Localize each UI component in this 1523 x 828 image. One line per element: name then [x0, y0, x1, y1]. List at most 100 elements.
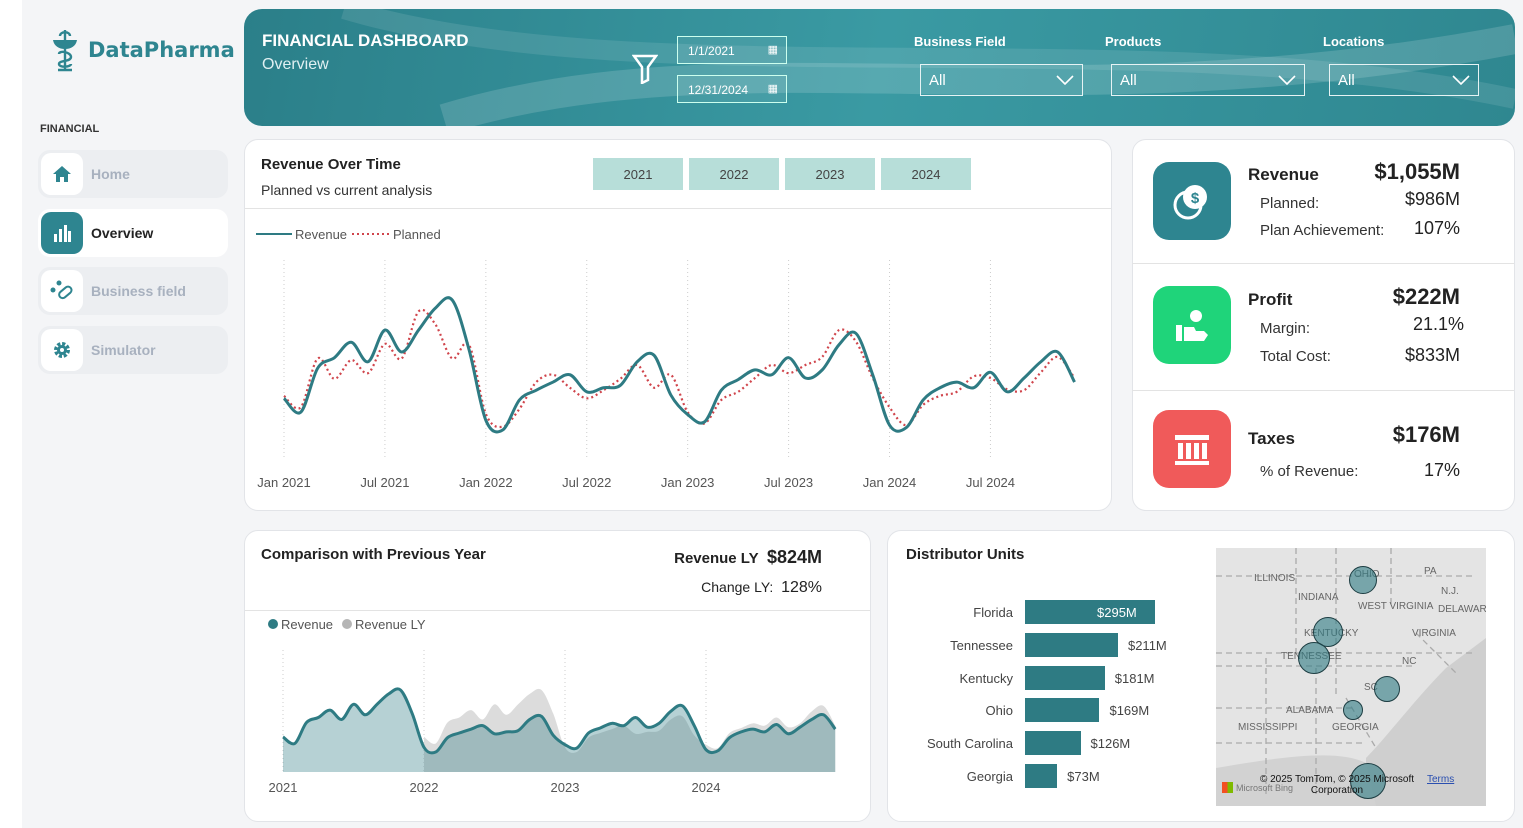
legend-revenue-dot [268, 619, 278, 629]
divider [245, 208, 1111, 209]
locations-dropdown[interactable]: All [1329, 64, 1479, 96]
sidebar-item-business-field[interactable]: Business field [38, 267, 228, 315]
kpi-row-label: Margin: [1260, 320, 1311, 337]
card-subtitle: Planned vs current analysis [261, 182, 433, 198]
legend-revenue-label: Revenue [295, 227, 347, 242]
map-bubble[interactable] [1349, 566, 1377, 594]
kpi-row-label: Planned: [1260, 195, 1320, 212]
change-ly: Change LY: 128% [701, 579, 822, 597]
calendar-icon[interactable]: ▦ [767, 83, 778, 95]
sidebar-item-label: Overview [91, 225, 154, 241]
card-title: Distributor Units [906, 546, 1025, 563]
map-label: GEORGIA [1332, 722, 1379, 733]
kpi-label: Profit [1248, 290, 1293, 309]
change-ly-label: Change LY: [701, 579, 774, 595]
filter-label-business-field: Business Field [914, 34, 1006, 49]
map-label: ILLINOIS [1254, 573, 1296, 584]
bar[interactable] [1025, 764, 1058, 788]
sidebar-item-simulator[interactable]: Simulator [38, 326, 228, 374]
map-label: MISSISSIPPI [1238, 722, 1298, 733]
map-attribution: © 2025 TomTom, © 2025 Microsoft Corporat… [1259, 774, 1415, 796]
bank-icon [1153, 410, 1231, 488]
bar[interactable] [1025, 731, 1081, 756]
end-date-input[interactable]: 12/31/2024 ▦ [677, 75, 787, 103]
kpi-row-value: 107% [1413, 218, 1460, 238]
start-date-input[interactable]: 1/1/2021 ▦ [677, 36, 787, 64]
bar-value-label: $295M [1097, 605, 1137, 620]
brand-name: DataPharma [88, 38, 235, 62]
business-field-dropdown[interactable]: All [920, 64, 1083, 96]
wave-decoration [341, 9, 1515, 126]
x-tick-label: 2022 [410, 780, 439, 795]
hand-coin-icon [1153, 286, 1231, 364]
legend-revenue-ly-label: Revenue LY [355, 617, 426, 632]
x-tick-label: Jan 2022 [459, 475, 512, 490]
x-tick-label: Jul 2021 [360, 475, 409, 490]
series-revenue-line [282, 687, 837, 755]
x-tick-label: 2021 [269, 780, 298, 795]
page-title: FINANCIAL DASHBOARD [262, 31, 469, 50]
terms-link[interactable]: Terms [1427, 774, 1455, 785]
bar-category-label: Kentucky [959, 670, 1013, 686]
bar-category-label: Ohio [985, 703, 1013, 719]
calendar-icon[interactable]: ▦ [767, 44, 778, 56]
legend-revenue-ly-dot [342, 619, 352, 629]
sidebar-item-home[interactable]: Home [38, 150, 228, 198]
bing-logo: Microsoft Bing [1222, 782, 1293, 793]
header-banner: FINANCIAL DASHBOARD Overview 1/1/2021 ▦ 1… [244, 9, 1515, 126]
gear-icon [41, 329, 83, 371]
end-date-value: 12/31/2024 [688, 83, 749, 97]
year-button-2021[interactable]: 2021 [593, 158, 683, 190]
sidebar-item-label: Simulator [91, 342, 156, 358]
comparison-area-chart: 2021 2022 2023 2024 Revenue Revenue LY [268, 617, 837, 795]
dropdown-value: All [929, 71, 946, 89]
bar[interactable] [1025, 600, 1155, 624]
dropdown-value: All [1338, 71, 1355, 89]
kpi-row-value: $986M [1404, 189, 1460, 209]
bar[interactable] [1025, 698, 1100, 723]
sidebar-section-label: FINANCIAL [40, 123, 100, 135]
kpi-row-label: Total Cost: [1260, 348, 1331, 365]
series-revenue-ly-area [424, 688, 836, 772]
map-background [1216, 548, 1486, 806]
bar-value-label: $211M [1127, 637, 1167, 653]
bar-value-label: $181M [1114, 670, 1155, 686]
distributor-map[interactable]: ILLINOISINDIANAOHIOPAN.J.WEST VIRGINIADE… [1216, 548, 1486, 806]
year-button-2023[interactable]: 2023 [785, 158, 875, 190]
map-bubble[interactable] [1343, 700, 1363, 720]
card-title: Comparison with Previous Year [261, 546, 486, 563]
map-bubble[interactable] [1350, 763, 1386, 799]
year-button-2024[interactable]: 2024 [881, 158, 971, 190]
x-tick-label: 2023 [551, 780, 580, 795]
svg-text:$: $ [1191, 190, 1200, 207]
series-revenue-area [283, 688, 836, 772]
map-bubble[interactable] [1298, 642, 1330, 674]
kpi-row-value: 17% [1423, 460, 1460, 480]
sidebar-item-overview[interactable]: Overview [38, 209, 228, 257]
series-planned-line [283, 308, 1076, 429]
x-tick-label: Jan 2021 [257, 475, 311, 490]
map-label: NC [1402, 656, 1417, 667]
logo: DataPharma [50, 28, 235, 72]
map-label: WEST VIRGINIA [1358, 601, 1434, 612]
legend-revenue-label: Revenue [281, 617, 333, 632]
products-dropdown[interactable]: All [1111, 64, 1305, 96]
bar[interactable] [1025, 665, 1105, 690]
kpi-row-label: Plan Achievement: [1260, 222, 1385, 239]
map-label: INDIANA [1298, 592, 1339, 603]
bar-value-label: $73M [1067, 769, 1100, 784]
filter-icon[interactable] [632, 54, 658, 84]
home-icon [41, 153, 83, 195]
revenue-coin-icon: $ [1153, 162, 1231, 240]
pills-icon [41, 270, 83, 312]
bar[interactable] [1025, 632, 1118, 657]
bing-text: Microsoft Bing [1236, 782, 1294, 793]
map-bubble[interactable] [1374, 676, 1400, 702]
chevron-down-icon [1056, 75, 1074, 85]
sidebar-item-label: Business field [91, 283, 186, 299]
divider [245, 610, 870, 611]
filter-label-products: Products [1105, 34, 1162, 49]
revenue-ly-value: $824M [766, 547, 822, 567]
year-button-2022[interactable]: 2022 [689, 158, 779, 190]
dropdown-value: All [1120, 71, 1137, 89]
